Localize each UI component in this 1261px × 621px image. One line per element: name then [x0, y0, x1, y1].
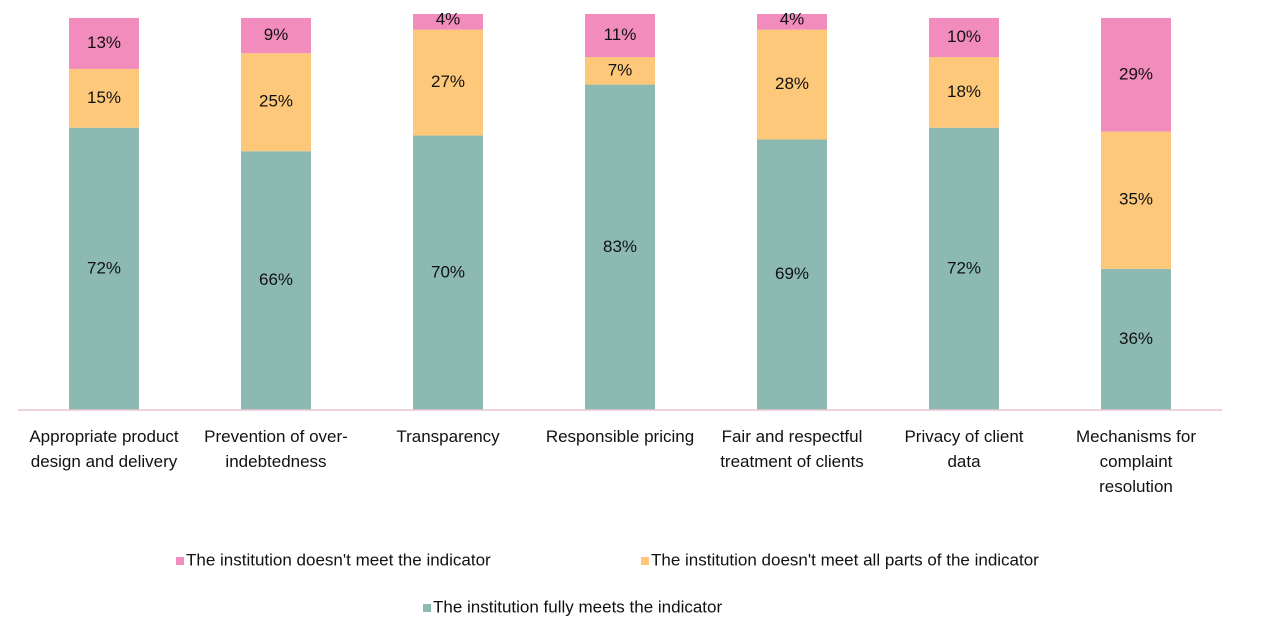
bar-segment — [69, 127, 139, 410]
bar-segment — [1101, 131, 1171, 269]
bar-segment — [413, 14, 483, 30]
legend-label: The institution doesn't meet all parts o… — [651, 550, 1039, 569]
data-label: 83% — [603, 237, 637, 256]
data-label: 70% — [431, 262, 465, 281]
bar-segment — [929, 57, 999, 128]
bar-segment — [585, 57, 655, 85]
data-label: 18% — [947, 82, 981, 101]
bar-segment — [757, 14, 827, 30]
data-label: 66% — [259, 270, 293, 289]
data-label: 13% — [87, 33, 121, 52]
x-tick-label: Responsible pricing — [545, 427, 695, 446]
data-label: 15% — [87, 88, 121, 107]
bar-segment — [69, 68, 139, 128]
x-tick-label: Prevention of over-indebtedness — [204, 427, 348, 471]
data-label: 69% — [775, 264, 809, 283]
bar-segment — [413, 29, 483, 136]
data-label: 11% — [604, 25, 637, 44]
bar-segment — [413, 135, 483, 410]
data-label: 7% — [608, 60, 633, 79]
legend-swatch — [641, 557, 649, 565]
legend-label: The institution fully meets the indicato… — [433, 597, 722, 616]
data-label: 28% — [775, 74, 809, 93]
legend-label: The institution doesn't meet the indicat… — [186, 550, 491, 569]
data-label: 72% — [947, 258, 981, 277]
data-label: 9% — [264, 25, 289, 44]
bar-segment — [757, 139, 827, 411]
bar-segment — [1101, 268, 1171, 410]
bar-segment — [1101, 17, 1171, 132]
data-label: 36% — [1119, 329, 1153, 348]
bar-segment — [585, 14, 655, 58]
bar-segment — [241, 151, 311, 410]
x-tick-label: Transparency — [396, 427, 500, 446]
data-label: 10% — [947, 27, 981, 46]
bar-segment — [585, 84, 655, 411]
data-label: 4% — [780, 9, 805, 28]
bar-segment — [241, 17, 311, 54]
bar-segment — [69, 17, 139, 69]
data-label: 25% — [259, 92, 293, 111]
x-tick-label: Mechanisms for complaint resolution — [1076, 427, 1196, 496]
x-tick-label: Privacy of client data — [904, 427, 1024, 471]
data-label: 72% — [87, 258, 121, 277]
bar-segment — [241, 53, 311, 152]
bar-segment — [757, 29, 827, 140]
legend-swatch — [176, 557, 184, 565]
legend-swatch — [423, 604, 431, 612]
x-tick-label: Fair and respectful treatment of clients — [720, 427, 864, 471]
bar-segment — [929, 17, 999, 58]
data-label: 27% — [431, 72, 465, 91]
data-label: 4% — [436, 9, 461, 28]
bar-segment — [929, 127, 999, 410]
data-label: 35% — [1119, 190, 1153, 209]
x-tick-label: Appropriate product design and delivery — [29, 427, 179, 471]
data-label: 29% — [1119, 64, 1153, 83]
